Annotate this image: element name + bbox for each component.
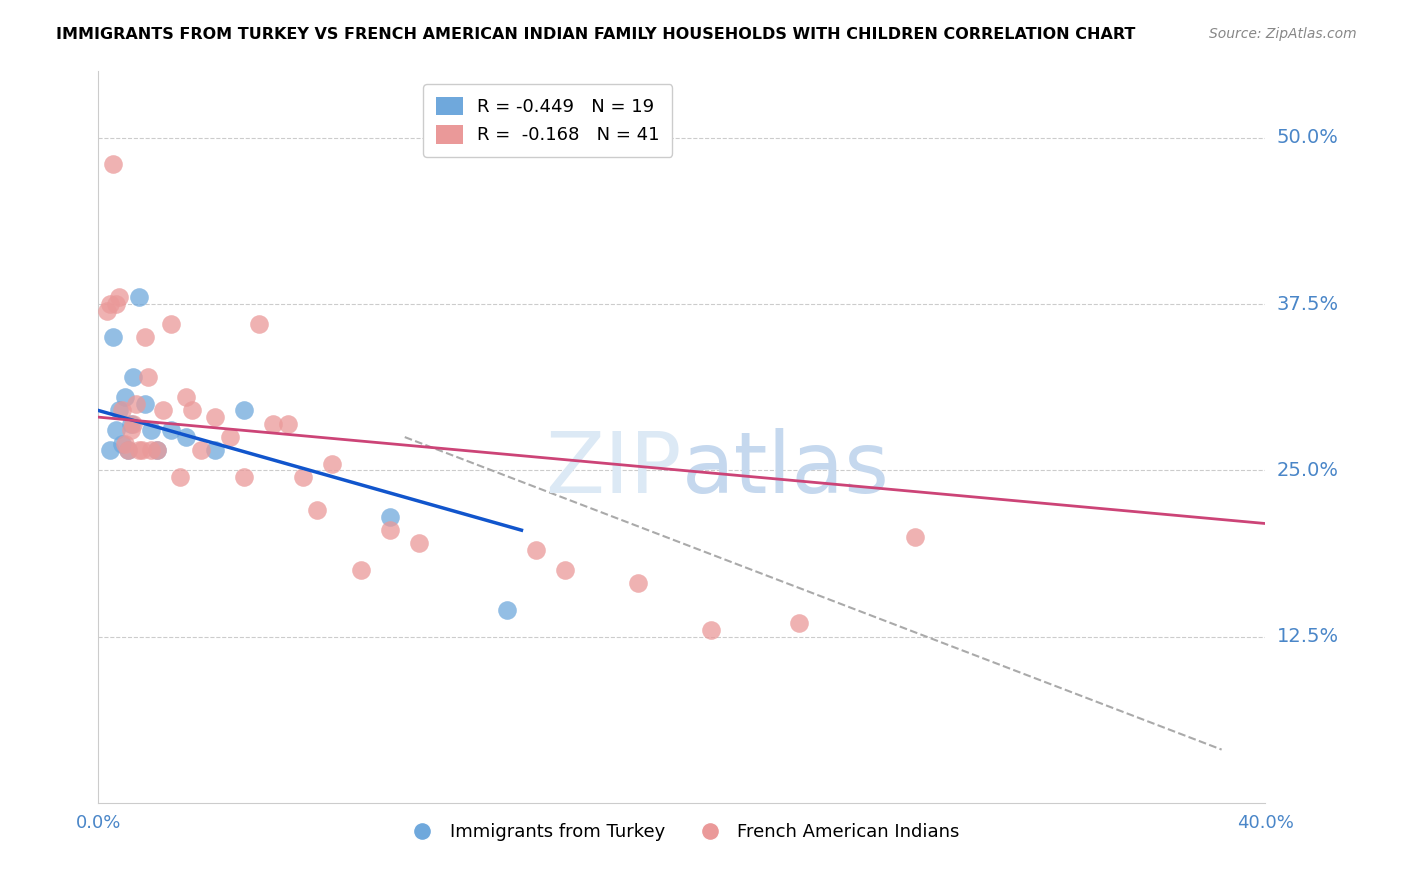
Point <box>96 303 118 318</box>
Point <box>122 370 145 384</box>
Point <box>554 563 576 577</box>
Point <box>700 623 723 637</box>
Point <box>134 397 156 411</box>
Point <box>152 403 174 417</box>
Point <box>204 443 226 458</box>
Point <box>160 317 183 331</box>
Legend: Immigrants from Turkey, French American Indians: Immigrants from Turkey, French American … <box>396 816 967 848</box>
Point <box>174 390 197 404</box>
Point <box>120 417 142 431</box>
Point <box>111 436 134 450</box>
Point <box>114 390 136 404</box>
Point <box>291 470 314 484</box>
Point <box>218 430 240 444</box>
Point <box>190 443 212 458</box>
Point <box>787 616 810 631</box>
Point <box>136 370 159 384</box>
Point <box>160 424 183 438</box>
Point <box>524 543 547 558</box>
Point <box>204 410 226 425</box>
Point <box>131 443 153 458</box>
Point <box>146 443 169 458</box>
Point <box>128 290 150 304</box>
Point <box>408 536 430 550</box>
Point <box>350 563 373 577</box>
Point <box>122 417 145 431</box>
Point <box>104 297 127 311</box>
Point <box>117 443 139 458</box>
Point <box>496 603 519 617</box>
Text: 37.5%: 37.5% <box>1277 294 1339 314</box>
Point <box>114 436 136 450</box>
Point <box>627 576 650 591</box>
Text: 25.0%: 25.0% <box>1277 461 1339 480</box>
Point <box>98 443 121 458</box>
Point <box>111 403 134 417</box>
Point <box>380 509 402 524</box>
Point <box>262 417 284 431</box>
Point <box>108 403 131 417</box>
Point <box>233 470 256 484</box>
Point <box>180 403 202 417</box>
Point <box>134 330 156 344</box>
Point <box>128 443 150 458</box>
Text: 12.5%: 12.5% <box>1277 627 1339 646</box>
Point <box>139 424 162 438</box>
Point <box>247 317 270 331</box>
Point <box>146 443 169 458</box>
Point <box>904 530 927 544</box>
Point <box>120 424 142 438</box>
Text: 50.0%: 50.0% <box>1277 128 1339 147</box>
Point <box>380 523 402 537</box>
Point <box>169 470 191 484</box>
Point <box>174 430 197 444</box>
Point <box>117 443 139 458</box>
Point <box>101 330 124 344</box>
Text: Source: ZipAtlas.com: Source: ZipAtlas.com <box>1209 27 1357 41</box>
Point <box>101 157 124 171</box>
Point <box>108 290 131 304</box>
Text: atlas: atlas <box>682 428 890 511</box>
Text: IMMIGRANTS FROM TURKEY VS FRENCH AMERICAN INDIAN FAMILY HOUSEHOLDS WITH CHILDREN: IMMIGRANTS FROM TURKEY VS FRENCH AMERICA… <box>56 27 1136 42</box>
Text: ZIP: ZIP <box>546 428 682 511</box>
Point <box>98 297 121 311</box>
Point <box>139 443 162 458</box>
Point <box>104 424 127 438</box>
Point <box>277 417 299 431</box>
Point <box>233 403 256 417</box>
Point <box>125 397 148 411</box>
Point <box>321 457 343 471</box>
Point <box>307 503 329 517</box>
